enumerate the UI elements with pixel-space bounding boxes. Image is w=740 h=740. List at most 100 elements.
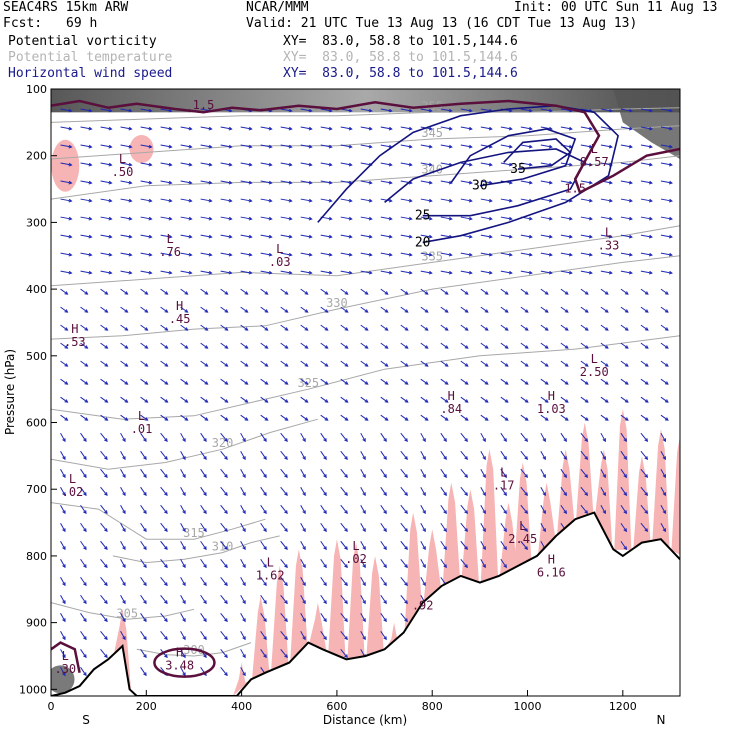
pv-extremum-label: H 1.03 xyxy=(537,389,566,416)
wind-vector-head xyxy=(384,363,389,367)
wind-vector-head xyxy=(83,564,87,569)
wind-vector xyxy=(240,504,246,514)
wind-vector-head xyxy=(104,636,108,641)
wind-vector-head xyxy=(104,564,108,569)
pv-fill-column xyxy=(514,462,532,568)
wind-vector xyxy=(480,198,492,202)
pv-extremum-value: .76 xyxy=(159,245,181,259)
wind-vector xyxy=(240,577,246,586)
pv-extremum-label: L 2.45 xyxy=(508,519,537,546)
wind-vector xyxy=(160,486,168,496)
wind-vector xyxy=(600,432,606,442)
wind-vector-head xyxy=(364,363,369,367)
wind-vector xyxy=(580,234,592,238)
wind-vector-head xyxy=(548,198,553,203)
wind-vector-head xyxy=(62,672,66,677)
wind-vector-head xyxy=(482,438,486,443)
pv-fill-blob xyxy=(51,665,75,694)
wind-vector xyxy=(240,649,246,658)
wind-vector-head xyxy=(104,528,108,533)
wind-vector xyxy=(80,649,87,658)
valid-time: Valid: 21 UTC Tue 13 Aug 13 (16 CDT Tue … xyxy=(246,16,638,31)
wind-vector xyxy=(360,126,372,130)
model-title: SEAC4RS 15km ARW xyxy=(3,0,129,15)
wind-vector xyxy=(380,360,389,367)
wind-vector-head xyxy=(122,492,126,497)
wind-vector-head xyxy=(148,126,153,131)
wind-vector-head xyxy=(208,270,213,275)
wind-vector xyxy=(620,396,629,403)
wind-vector xyxy=(440,414,449,421)
wind-vector xyxy=(60,306,68,313)
wind-vector-head xyxy=(424,417,429,421)
wind-vector xyxy=(100,270,112,274)
wind-vector xyxy=(80,198,92,202)
wind-vector-head xyxy=(184,291,189,295)
wind-vector xyxy=(620,126,633,130)
wind-vector-head xyxy=(302,528,306,533)
wind-vector xyxy=(60,613,66,622)
wind-vector xyxy=(320,126,332,130)
wind-vector-head xyxy=(568,216,573,221)
wind-vector xyxy=(100,594,108,604)
wind-vector xyxy=(120,108,132,112)
wind-vector xyxy=(380,252,392,256)
wind-vector-head xyxy=(188,270,193,275)
wind-vector xyxy=(580,252,592,256)
wind-vector-head xyxy=(344,546,348,551)
wind-vector-head xyxy=(628,234,633,239)
wind-vector-head xyxy=(83,546,87,551)
wind-vector-head xyxy=(344,636,348,641)
wind-vector-head xyxy=(284,291,289,295)
wind-vector xyxy=(420,360,429,367)
wind-vector xyxy=(440,432,447,442)
wind-vector xyxy=(80,613,87,622)
wind-vector-head xyxy=(284,381,289,385)
wind-vector-head xyxy=(424,399,429,403)
wind-vector-head xyxy=(84,309,89,313)
wind-vector-head xyxy=(422,492,426,497)
wind-vector xyxy=(140,667,147,676)
wind-vector-head xyxy=(482,474,486,479)
forecast-label: Fcst: xyxy=(3,16,43,31)
wind-vector-head xyxy=(323,528,327,533)
wind-vector xyxy=(660,144,673,148)
wind-vector-head xyxy=(524,309,529,313)
theta-contour-label: 320 xyxy=(212,436,234,450)
wind-vector xyxy=(620,504,627,514)
wind-vector-head xyxy=(503,492,507,497)
wind-vector xyxy=(460,126,472,130)
wind-vector-head xyxy=(68,252,73,257)
wind-vector xyxy=(420,468,426,478)
wind-vector xyxy=(620,252,633,256)
wind-vector xyxy=(400,594,408,604)
wind-vector xyxy=(620,108,633,112)
wind-vector xyxy=(60,378,68,385)
wind-vector xyxy=(60,396,68,403)
wind-vector xyxy=(140,486,147,496)
wind-vector-head xyxy=(324,399,329,403)
plot-frame xyxy=(50,88,681,697)
wind-vector xyxy=(360,288,369,295)
wind-vector-head xyxy=(408,234,413,239)
wind-vector-head xyxy=(108,162,113,167)
wind-vector-head xyxy=(68,144,73,149)
wind-vector xyxy=(460,180,472,184)
wind-vector-head xyxy=(263,618,267,623)
wind-vector-head xyxy=(568,270,573,275)
wind-vector xyxy=(440,324,449,331)
wind-vector-head xyxy=(348,216,353,221)
pv-extremum-letter: L xyxy=(500,466,507,480)
wind-vector-head xyxy=(564,345,569,349)
wind-vector-head xyxy=(302,456,306,461)
theta-contour xyxy=(51,125,680,160)
wind-vector xyxy=(320,468,327,478)
wind-vector xyxy=(280,288,288,295)
wind-vector xyxy=(620,144,633,148)
wind-vector xyxy=(360,198,372,202)
wind-vector-head xyxy=(608,162,613,167)
wind-vector xyxy=(460,522,468,532)
wind-vector-head xyxy=(528,108,533,113)
wind-vector xyxy=(160,468,168,478)
wind-vector xyxy=(380,414,389,421)
